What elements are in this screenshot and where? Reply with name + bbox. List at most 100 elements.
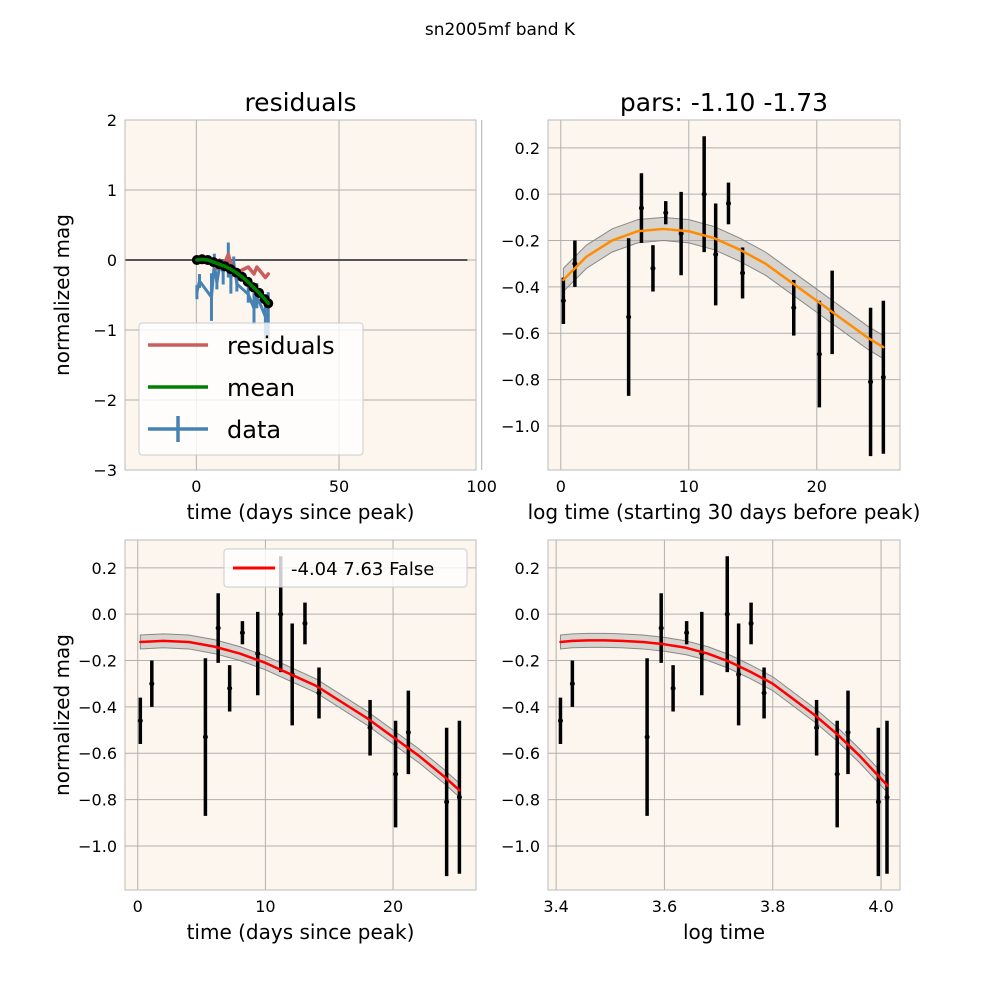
data-point <box>713 251 719 257</box>
x-tick-label: 3.6 <box>652 897 677 916</box>
axes-frame <box>124 119 477 471</box>
legend-label-mean: mean <box>227 374 295 402</box>
data-point <box>701 191 707 197</box>
y-tick-label: 0.0 <box>92 605 117 624</box>
legend-label-fit: -4.04 7.63 False <box>291 559 434 580</box>
data-point <box>638 205 644 211</box>
data-point <box>456 794 462 800</box>
y-tick-label: 1 <box>107 181 117 200</box>
data-point <box>569 681 575 687</box>
y-tick-label: −0.4 <box>78 698 117 717</box>
data-point <box>875 799 881 805</box>
data-point <box>814 725 820 731</box>
y-tick-label: −0.6 <box>501 324 540 343</box>
x-tick-label: 4.0 <box>868 897 893 916</box>
x-tick-label: 10 <box>679 477 699 496</box>
y-tick-label: 0 <box>107 251 117 270</box>
data-point <box>740 270 746 276</box>
y-tick-label: −2 <box>93 391 117 410</box>
data-point <box>791 305 797 311</box>
data-point <box>884 794 890 800</box>
data-point <box>557 718 563 724</box>
data-point <box>663 210 669 216</box>
data-point <box>316 690 322 696</box>
axes-frame <box>124 539 477 891</box>
data-point <box>845 729 851 735</box>
figure-suptitle: sn2005mf band K <box>425 20 576 40</box>
legend-box <box>223 548 468 588</box>
axes-frame <box>547 119 901 471</box>
subplot-tl: 0 50 100 −3 −2 −1 0 1 2 residuals time (days since… <box>50 88 497 524</box>
x-axis-label: time (days since peak) <box>187 920 415 944</box>
legend-label-data: data <box>227 416 281 444</box>
fit-line <box>562 227 885 349</box>
x-tick-label: 20 <box>383 897 403 916</box>
data-point <box>393 771 399 777</box>
data-point <box>748 620 754 626</box>
y-tick-label: 0.0 <box>515 605 540 624</box>
fit-line <box>559 639 889 787</box>
data-point <box>670 685 676 691</box>
y-tick-label: −0.8 <box>501 791 540 810</box>
data-point <box>650 265 656 271</box>
x-tick-label: 0 <box>556 477 566 496</box>
data-point <box>658 625 664 631</box>
y-tick-label: −3 <box>93 461 117 480</box>
data-point <box>302 620 308 626</box>
x-axis-label: log time <box>683 920 765 944</box>
y-tick-label: −0.2 <box>501 232 540 251</box>
y-tick-label: −0.8 <box>501 371 540 390</box>
y-tick-label: −1.0 <box>501 417 540 436</box>
y-tick-label: −0.6 <box>78 744 117 763</box>
data-point <box>816 351 822 357</box>
y-tick-label: −0.6 <box>501 744 540 763</box>
data-point <box>239 630 245 636</box>
y-tick-label: −0.2 <box>501 652 540 671</box>
series-mean-line <box>195 257 270 306</box>
data-point <box>761 690 767 696</box>
legend: -4.04 7.63 False <box>223 548 468 588</box>
x-tick-label: 20 <box>807 477 827 496</box>
data-point <box>255 651 261 657</box>
x-tick-label: 3.8 <box>760 897 785 916</box>
x-axis-label: log time (starting 30 days before peak) <box>528 500 921 524</box>
y-tick-label: −1 <box>93 321 117 340</box>
x-tick-label: 0 <box>191 477 201 496</box>
data-point <box>227 685 233 691</box>
data-point <box>678 231 684 237</box>
data-point <box>149 681 155 687</box>
data-point <box>724 611 730 617</box>
y-axis-label: normalized mag <box>50 214 74 376</box>
data-point <box>644 734 650 740</box>
plot-area <box>548 540 900 890</box>
x-axis-label: time (days since peak) <box>187 500 415 524</box>
x-tick-label: 10 <box>255 897 275 916</box>
x-tick-label: 100 <box>466 477 497 496</box>
y-tick-label: −1.0 <box>78 837 117 856</box>
subplot-bl: 0 10 20 −1.0 −0.8 −0.6 −0.4 −0.2 0.0 0.2 time (day… <box>50 539 477 944</box>
data-point <box>736 671 742 677</box>
plot-content <box>557 556 890 877</box>
subplot-title: residuals <box>244 88 356 117</box>
legend: residuals mean data <box>138 322 364 456</box>
y-tick-label: −0.8 <box>78 791 117 810</box>
data-point <box>278 611 284 617</box>
grid-lines <box>548 540 900 890</box>
data-point <box>405 729 411 735</box>
y-axis-label: normalized mag <box>50 634 74 796</box>
plot-content <box>137 556 462 877</box>
y-tick-label: 0.2 <box>92 559 117 578</box>
y-tick-label: −0.4 <box>501 278 540 297</box>
legend-label-residuals: residuals <box>227 332 335 360</box>
y-tick-label: −0.2 <box>78 652 117 671</box>
y-tick-label: 0.2 <box>515 139 540 158</box>
data-point <box>868 379 874 385</box>
data-point <box>725 200 731 206</box>
data-point <box>684 630 690 636</box>
subplot-title: pars: -1.10 -1.73 <box>620 88 828 117</box>
plot-content <box>125 242 468 340</box>
legend-box <box>138 322 364 456</box>
